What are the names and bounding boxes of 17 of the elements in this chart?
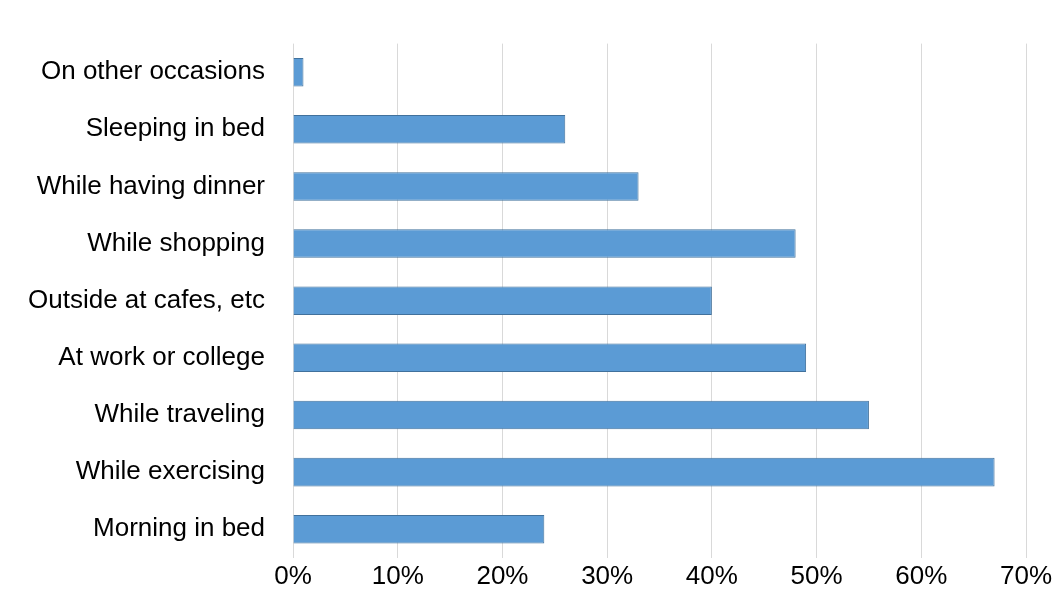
y-tick-label: Sleeping in bed <box>85 112 266 143</box>
x-tick-label: 50% <box>790 559 843 590</box>
x-tick-label: 70% <box>999 559 1053 590</box>
y-tick-label: While exercising <box>75 455 266 486</box>
x-tick-label: 60% <box>895 559 948 590</box>
x-tick-label: 0% <box>274 559 312 590</box>
y-tick-label: While traveling <box>94 398 266 429</box>
y-tick-label: At work or college <box>58 341 266 372</box>
y-tick-label: Outside at cafes, etc <box>27 283 266 314</box>
y-tick-label: On other occasions <box>40 55 266 86</box>
y-tick-label: While shopping <box>87 226 266 257</box>
y-tick-label: Morning in bed <box>93 512 266 543</box>
x-tick-label: 20% <box>476 559 529 590</box>
y-tick-label: While having dinner <box>36 169 266 200</box>
x-tick-label: 40% <box>685 559 738 590</box>
x-tick-label: 30% <box>581 559 634 590</box>
x-tick-label: 10% <box>371 559 424 590</box>
